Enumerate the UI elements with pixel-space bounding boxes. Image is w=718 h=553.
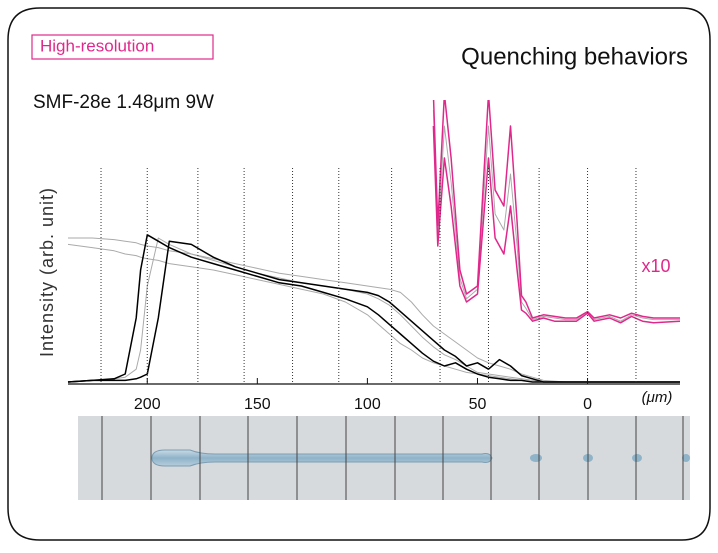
bubble [682,454,690,462]
micrograph [78,416,690,500]
plot-area [67,100,681,383]
x-tick-label: 50 [469,396,487,413]
y-axis-label: Intensity (arb. unit) [37,187,57,357]
magnified-trace [432,125,681,324]
bubble [530,454,542,462]
subtitle: SMF-28e 1.48μm 9W [33,92,214,113]
intensity-trace [67,240,680,383]
magnified-trace [432,100,680,319]
annotation: x10 [641,256,670,276]
badge-box [31,34,214,60]
intensity-trace [67,237,680,383]
chart-title: Quenching behaviors [461,43,688,70]
x-tick-label: 150 [244,396,271,413]
x-unit: (μm) [642,389,673,406]
x-axis: 200 150 100 50 0 [68,168,680,413]
intensity-trace [68,237,680,383]
slide-frame [7,7,711,541]
magnified-trace [432,109,680,322]
x-tick-label: 0 [583,396,592,413]
badge: High-resolution [40,36,154,55]
fiber-core [151,449,493,467]
x-tick-label: 200 [134,396,161,413]
intensity-trace [67,234,680,383]
bubble [632,454,642,462]
x-tick-label: 100 [354,396,381,413]
